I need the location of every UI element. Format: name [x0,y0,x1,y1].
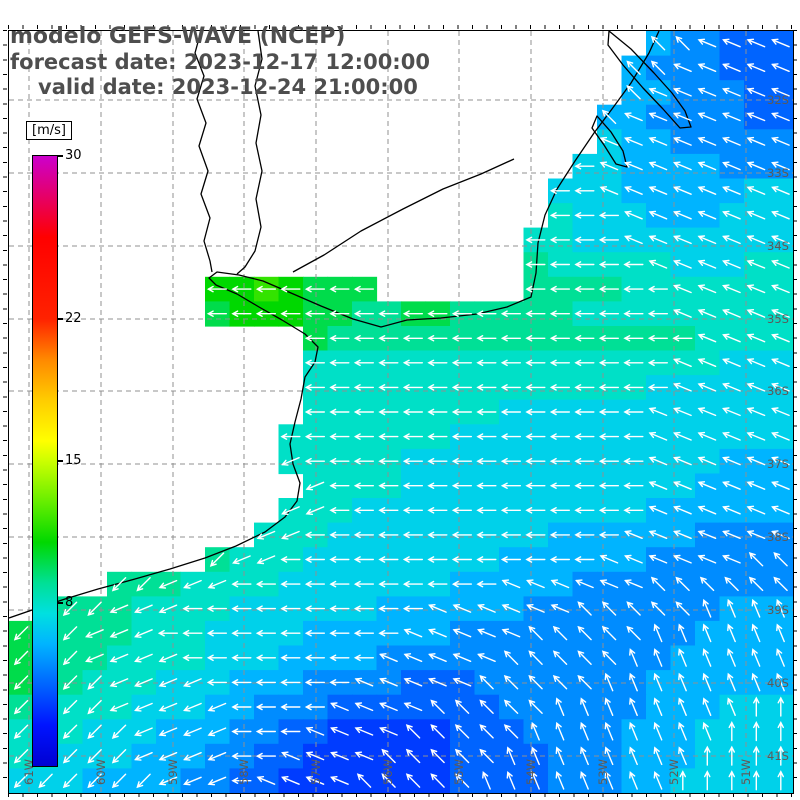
river-uruguay [236,31,263,275]
lat-tick-label: 40S [767,676,789,690]
lon-tick-label: 59W [166,759,180,785]
page-title: modelo GEFS-WAVE (NCEP) [10,24,346,49]
lon-tick-label: 53W [596,759,610,785]
colorbar-gradient [33,156,57,766]
lat-tick-label: 33S [767,166,789,180]
lon-tick-label: 58W [237,759,251,785]
lon-tick-label: 55W [452,759,466,785]
lat-tick-label: 39S [767,603,789,617]
colorbar-tick-label: 30 [65,148,82,163]
map-frame: 61W 60W 59W 58W 57W 56W 55W 54W 53W 52W 51W 32S 33S 3… [8,30,794,794]
river-negro [292,158,515,273]
colorbar-tick [57,155,63,157]
river-parana [194,31,213,273]
forecast-date-label: forecast date: 2023-12-17 12:00:00 [10,50,430,74]
valid-date-label: valid date: 2023-12-24 21:00:00 [38,75,418,99]
lon-tick-label: 57W [309,759,323,785]
lon-tick-label: 54W [524,759,538,785]
lat-tick-label: 36S [767,384,789,398]
lat-tick-label: 37S [767,457,789,471]
colorbar-tick-label: 15 [65,453,82,468]
longitude-labels: 61W 60W 59W 58W 57W 56W 55W 54W 53W 52W 51W [22,759,753,785]
lat-tick-label: 41S [767,749,789,763]
lon-tick-label: 52W [667,759,681,785]
colorbar-unit-label: [m/s] [26,121,72,140]
latitude-labels: 32S 33S 34S 35S 36S 37S 38S 39S 40S 41S [767,93,789,763]
colorbar: 30 22 15 8 [32,148,82,767]
lat-tick-label: 35S [767,312,789,326]
colorbar-tick [57,460,63,462]
lon-tick-label: 56W [381,759,395,785]
colorbar-tick [57,602,63,605]
colorbar-tick [57,317,63,320]
main-coast [9,31,660,619]
lon-tick-label: 51W [739,759,753,785]
colorbar-tick-label: 22 [65,310,82,326]
wind-field-svg: 61W 60W 59W 58W 57W 56W 55W 54W 53W 52W 51W32S33S3… [9,31,793,793]
coastline [9,31,692,619]
lat-tick-label: 34S [767,239,789,253]
axis-ticks-top [8,25,792,29]
lagoa-mirim [591,115,628,168]
colorbar-tick-label: 8 [65,595,74,611]
axis-ticks-bottom [8,793,792,797]
axis-ticks-right [793,30,797,792]
wind-arrows [13,35,790,791]
axis-ticks-left [3,30,7,792]
lat-tick-label: 32S [767,93,789,107]
lagoa-dos-patos [607,31,692,129]
lon-tick-label: 60W [94,759,108,785]
lat-tick-label: 38S [767,530,789,544]
